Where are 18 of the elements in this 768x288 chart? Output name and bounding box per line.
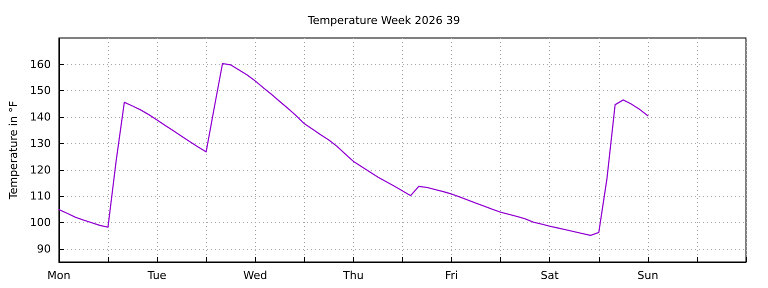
y-tick-label: 130 xyxy=(30,136,51,150)
chart-title: Temperature Week 2026 39 xyxy=(306,14,460,27)
x-tick-label: Sun xyxy=(637,269,658,282)
line-series xyxy=(58,62,648,236)
y-tick-label: 100 xyxy=(30,216,51,229)
x-tick-label: Tue xyxy=(146,269,167,282)
y-tick-label: 120 xyxy=(30,163,51,176)
y-tick-label: 160 xyxy=(30,58,51,71)
y-tick-label: 110 xyxy=(30,190,51,203)
x-tick-label: Mon xyxy=(47,269,71,282)
y-tick-label: 140 xyxy=(30,110,51,124)
x-tick-label: Sat xyxy=(540,269,560,282)
y-tick-label: 150 xyxy=(30,84,51,98)
x-tick-label: Fri xyxy=(444,269,458,282)
y-tick-label: 90 xyxy=(36,242,51,256)
x-tick-label: Thu xyxy=(342,269,364,282)
x-tick-label: Wed xyxy=(243,269,268,282)
y-axis-title: Temperature in °F xyxy=(7,100,20,200)
